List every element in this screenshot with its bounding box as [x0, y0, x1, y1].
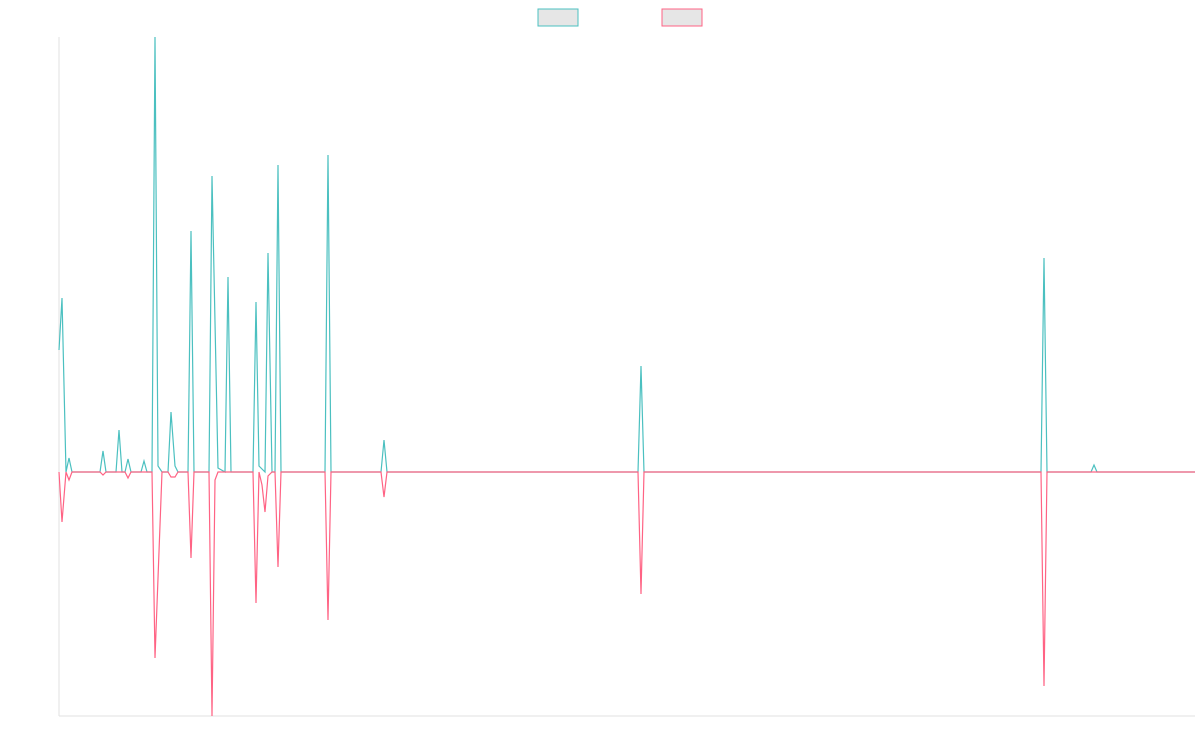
series-line: [58, 471, 1195, 717]
series-line: [58, 36, 1195, 474]
legend-swatch: [537, 8, 579, 27]
legend-swatch: [661, 8, 703, 27]
